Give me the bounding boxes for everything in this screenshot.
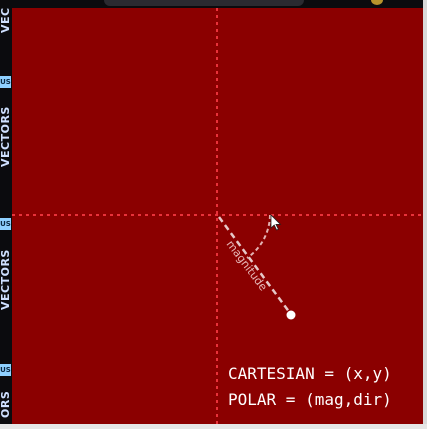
- magnitude-label: magnitude: [224, 238, 270, 294]
- polar-formula: POLAR = (mag,dir): [228, 390, 392, 409]
- vector-endpoint: [286, 310, 296, 320]
- strip-tag: US: [0, 364, 11, 376]
- pointer-cursor-icon: [270, 214, 282, 231]
- channel-badge-icon: [371, 0, 383, 5]
- top-toolbar: [0, 0, 427, 8]
- strip-tag: US: [0, 76, 11, 88]
- angle-arc: [246, 214, 271, 259]
- bottom-edge: [0, 424, 427, 429]
- progress-pill: [104, 0, 304, 6]
- right-edge: [423, 0, 427, 429]
- cartesian-formula: CARTESIAN = (x,y): [228, 364, 392, 383]
- left-thumbnail-strip: VEC US VECTORS US VECTORS US ORS: [0, 0, 12, 429]
- strip-tag: US: [0, 218, 11, 230]
